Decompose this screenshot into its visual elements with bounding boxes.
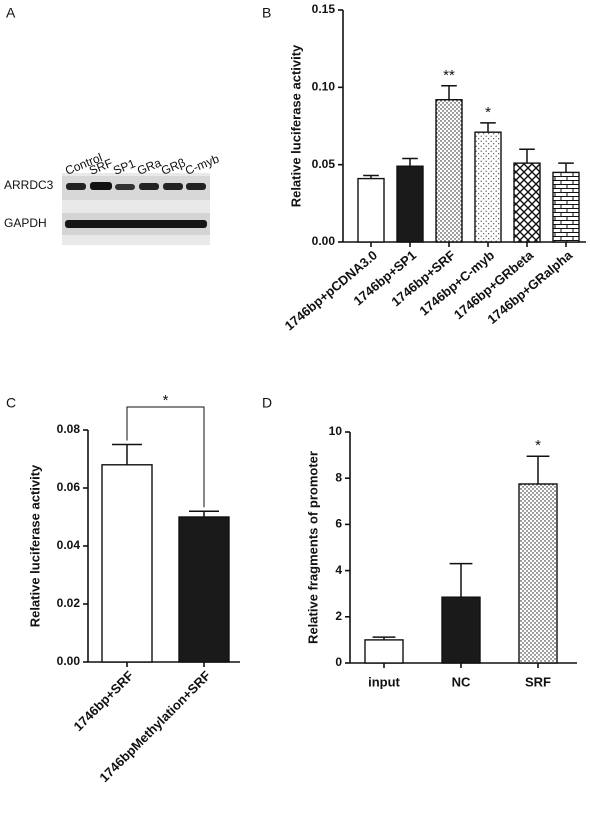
y-tick-label: 0 [335, 655, 342, 669]
significance-label: * [163, 392, 169, 409]
error-bar [480, 122, 496, 133]
bar [441, 596, 481, 664]
y-tick-label: 0.10 [312, 80, 336, 94]
y-tick-label: 6 [335, 517, 342, 531]
panel-label: C [6, 395, 16, 411]
y-axis-label: Relative luciferase activity [288, 44, 303, 207]
y-tick-label: 4 [335, 563, 342, 577]
bar [435, 99, 463, 243]
significance-label: * [485, 104, 491, 121]
y-tick-label: 0.06 [57, 480, 81, 494]
error-bar [558, 162, 574, 173]
error-bar [189, 510, 219, 517]
error-bar [441, 85, 457, 100]
bar [513, 162, 541, 243]
error-bar [519, 148, 535, 164]
row-label: GAPDH [4, 216, 47, 230]
y-axis-label: Relative fragments of promoter [305, 451, 320, 644]
y-tick-label: 0.00 [312, 234, 336, 248]
y-tick-label: 8 [335, 470, 342, 484]
x-tick-label: SRF [525, 674, 551, 689]
y-tick-label: 10 [329, 424, 343, 438]
y-tick-label: 0.08 [57, 422, 81, 436]
panel-label: D [262, 395, 272, 411]
x-tick-label: NC [452, 674, 471, 689]
error-bar [526, 455, 550, 484]
x-tick-label: input [368, 674, 400, 689]
error-bar [402, 157, 418, 167]
significance-label: * [535, 437, 541, 454]
y-axis-label: Relative luciferase activity [27, 464, 42, 627]
x-tick-label: 1746bp+SRF [71, 668, 137, 734]
y-tick-label: 2 [335, 609, 342, 623]
error-bar [112, 443, 142, 465]
significance-label: ** [443, 67, 455, 84]
y-tick-label: 0.04 [57, 538, 81, 552]
panel-label: B [262, 5, 271, 21]
panel-label: A [6, 5, 16, 21]
error-bar [449, 562, 473, 598]
bar [396, 165, 424, 243]
y-tick-label: 0.15 [312, 2, 336, 16]
bar [552, 171, 580, 243]
y-tick-label: 0.00 [57, 654, 81, 668]
bar [357, 177, 385, 243]
significance-bracket [126, 406, 205, 508]
bar [101, 464, 153, 663]
bar [518, 483, 558, 664]
y-tick-label: 0.05 [312, 157, 336, 171]
error-bar [363, 174, 379, 179]
y-tick-label: 0.02 [57, 596, 81, 610]
row-label: ARRDC3 [4, 178, 54, 192]
bar [474, 131, 502, 243]
bar [178, 516, 230, 663]
blot-image [62, 173, 210, 245]
error-bar [372, 636, 396, 640]
bar [364, 639, 404, 664]
